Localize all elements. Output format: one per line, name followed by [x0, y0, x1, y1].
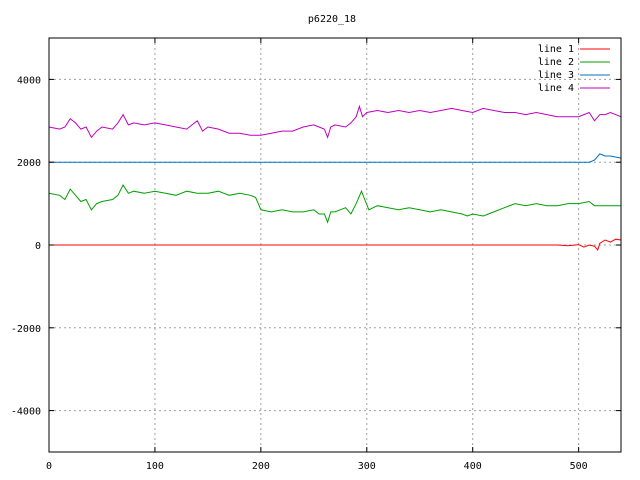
series-line-4: [48, 104, 622, 139]
legend-label: line 2: [538, 57, 574, 68]
series-layer: [48, 104, 622, 252]
y-tick-label: 4000: [17, 75, 41, 86]
legend-label: line 1: [538, 44, 574, 55]
ticks: 0 100 200 300 400 500 -4000 -2000 0 2000 4000: [11, 38, 621, 472]
x-tick-label: 100: [146, 461, 164, 472]
series-line-2: [48, 183, 621, 224]
legend-label: line 3: [538, 70, 574, 81]
x-tick-label: 200: [252, 461, 270, 472]
x-tick-label: 500: [570, 461, 588, 472]
x-tick-label: 400: [464, 461, 482, 472]
y-tick-label: 2000: [17, 158, 41, 169]
chart-title: p6220_18: [308, 14, 356, 25]
x-tick-label: 300: [358, 461, 376, 472]
x-tick-label: 0: [46, 461, 52, 472]
series-line-1: [49, 238, 622, 252]
y-tick-label: 0: [35, 241, 41, 252]
legend: line 1 line 2 line 3 line 4: [538, 44, 610, 94]
y-tick-label: -4000: [11, 407, 41, 418]
series-line-3: [49, 153, 622, 163]
legend-label: line 4: [538, 83, 574, 94]
y-tick-label: -2000: [11, 324, 41, 335]
